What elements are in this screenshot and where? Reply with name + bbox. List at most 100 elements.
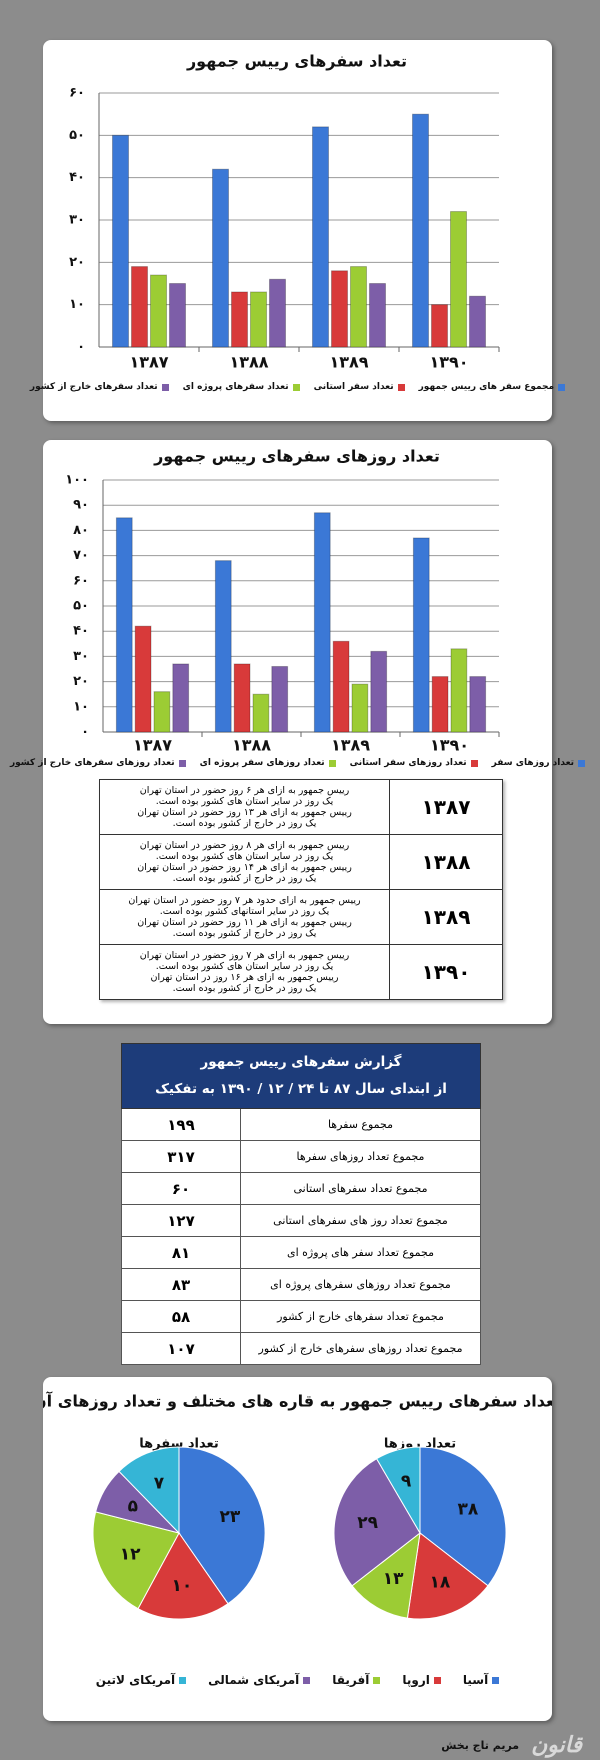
notes-line: یک روز در خارج از کشور بوده است.	[172, 873, 317, 884]
y-tick-label: ۵۰	[73, 599, 89, 614]
legend-swatch	[578, 759, 586, 767]
x-tick-label: ۱۳۹۰	[430, 736, 469, 755]
legend-label: تعداد روزهای سفر استانی	[349, 758, 467, 768]
legend-label: تعداد سفرهای پروژه ای	[182, 382, 289, 392]
bar	[131, 266, 148, 348]
legend-swatch	[470, 759, 478, 767]
logo: قانون	[531, 1733, 582, 1758]
bar	[412, 113, 429, 348]
notes-year: ۱۳۸۹	[389, 889, 503, 945]
x-tick-label: ۱۳۸۸	[229, 353, 268, 372]
bar	[269, 278, 286, 348]
pie-slice	[178, 1446, 266, 1605]
y-tick-label: ۳۰	[73, 649, 89, 664]
summary-value: ۱۰۷	[121, 1332, 241, 1365]
pie-subtitle: تعداد روزها	[384, 1437, 456, 1452]
y-tick-label: ۸۰	[73, 523, 89, 538]
bar	[172, 663, 190, 733]
summary-label: مجموع تعداد روز های سفرهای استانی	[240, 1204, 481, 1237]
summary-value: ۸۳	[121, 1268, 241, 1301]
notes-line: یک روز در خارج از کشور بوده است.	[172, 928, 317, 939]
legend-item: تعداد روزهای سفر	[492, 758, 586, 768]
slice-label: ۳۸	[458, 1500, 479, 1520]
bar	[331, 270, 348, 348]
bar	[150, 274, 167, 348]
notes-table: ۱۳۸۷ رییس جمهور به ازای هر ۶ روز حضور در …	[99, 779, 503, 1000]
legend-item: تعداد سفرهای پروژه ای	[183, 382, 300, 392]
notes-line: رییس جمهور به ازای هر ۱۳ روز حضور در است…	[137, 807, 352, 818]
x-tick-label: ۱۳۸۹	[331, 736, 370, 755]
notes-line: رییس جمهور به ازای حدود هر ۷ روز حضور در…	[128, 895, 361, 906]
notes-year: ۱۳۹۰	[389, 944, 503, 1000]
author: مریم تاج بخش	[441, 1739, 520, 1752]
notes-line: یک روز در سایر استان های کشور بوده است.	[155, 851, 334, 862]
summary-row: مجموع تعداد روزهای سفرهای پروژه ای ۸۳	[121, 1268, 481, 1301]
y-tick-label: ۴۰	[73, 624, 89, 639]
summary-label: مجموع تعداد روزهای سفرهای خارج از کشور	[240, 1332, 481, 1365]
summary-header: گزارش سفرهای رییس جمهور از ابتدای سال ۸۷…	[121, 1043, 481, 1109]
bar	[450, 648, 468, 733]
x-tick-label: ۱۳۹۰	[429, 353, 468, 372]
y-tick-label: ۹۰	[73, 498, 89, 513]
panel: تعداد روزهای سفرهای رییس جمهور ٠ ۱۰ ۲۰ ۳۰ ۴۰ ۵…	[10, 440, 586, 1024]
bar	[212, 168, 229, 348]
x-tick-label: ۱۳۸۷	[133, 736, 172, 755]
notes-line: یک روز در خارج از کشور بوده است.	[172, 818, 317, 829]
bar	[469, 676, 487, 733]
summary-label: مجموع تعداد روزهای سفرهای پروژه ای	[240, 1268, 481, 1301]
notes-text: رییس جمهور به ازای حدود هر ۷ روز حضور در…	[99, 889, 390, 945]
summary-title: گزارش سفرهای رییس جمهور	[200, 1054, 402, 1070]
bar	[312, 126, 329, 348]
bar	[252, 693, 270, 733]
bar	[134, 625, 152, 733]
notes-line: رییس جمهور به ازای هر ۱۴ روز حضور در است…	[137, 862, 352, 873]
x-tick-label: ۱۳۸۷	[129, 353, 168, 372]
bar	[469, 295, 486, 348]
pie-slice	[375, 1446, 421, 1535]
legend-swatch	[178, 759, 186, 767]
legend-swatch	[433, 1676, 441, 1684]
notes-line: رییس جمهور به ازای هر ۶ روز حضور در استا…	[139, 785, 350, 796]
y-tick-label: ٠	[77, 340, 85, 355]
notes-row: ۱۳۹۰ رییس جمهور به ازای هر ۷ روز حضور در …	[99, 944, 503, 1000]
legend: مجموع سفر های رییس جمهور تعداد سفر استانی…	[30, 382, 566, 392]
chart-title: تعداد سفرهای رییس جمهور به قاره های مختل…	[43, 1391, 552, 1411]
legend-label: آفریقا	[332, 1673, 370, 1687]
notes-row: ۱۳۸۸ رییس جمهور به ازای هر ۸ روز حضور در …	[99, 834, 503, 890]
panel: تعداد سفرهای رییس جمهور به قاره های مختل…	[33, 1377, 561, 1721]
slice-label: ۱۰	[172, 1576, 193, 1596]
legend-swatch	[179, 1676, 187, 1684]
summary-value: ۳۱۷	[121, 1140, 241, 1173]
notes-line: یک روز در سایر استان های کشور بوده است.	[155, 796, 334, 807]
summary-row: مجموع تعداد سفر های پروژه ای ۸۱	[121, 1236, 481, 1269]
legend-item: آمریکای شمالی	[208, 1673, 311, 1687]
legend-label: آمریکای لاتین	[95, 1673, 176, 1687]
notes-line: رییس جمهور به ازای هر ۱۱ روز حضور در است…	[137, 917, 352, 928]
chart-title: تعداد روزهای سفرهای رییس جمهور	[153, 447, 440, 466]
pie-subtitle: تعداد سفرها	[139, 1437, 219, 1452]
legend-label: تعداد سفرهای خارج از کشور	[29, 382, 158, 392]
legend-item: تعداد روزهای سفرهای خارج از کشور	[10, 758, 186, 768]
legend-label: تعداد روزهای سفر پروژه ای	[199, 758, 325, 768]
legend-label: مجموع سفر های رییس جمهور	[418, 382, 555, 392]
x-tick-label: ۱۳۸۹	[329, 353, 368, 372]
y-tick-label: ۴۰	[69, 170, 85, 185]
y-tick-label: ۵۰	[69, 128, 85, 143]
slice-label: ۱۳	[383, 1569, 404, 1589]
summary-row: مجموع تعداد سفرهای استانی ۶۰	[121, 1172, 481, 1205]
bar	[233, 663, 251, 733]
notes-text: رییس جمهور به ازای هر ۶ روز حضور در استا…	[99, 779, 390, 835]
slice-label: ۱۲	[120, 1544, 141, 1564]
legend-item: آسیا	[462, 1673, 500, 1687]
legend-swatch	[292, 383, 300, 391]
notes-row: ۱۳۸۹ رییس جمهور به ازای حدود هر ۷ روز حضو…	[99, 889, 503, 945]
bar	[250, 291, 267, 348]
summary-value: ۵۸	[121, 1300, 241, 1333]
notes-line: یک روز در خارج از کشور بوده است.	[172, 983, 317, 994]
bar	[431, 304, 448, 348]
legend-swatch	[161, 383, 169, 391]
summary-row: مجموع تعداد روزهای سفرهای خارج از کشور ۱۰…	[121, 1332, 481, 1365]
legend-label: آسیا	[462, 1673, 489, 1687]
summary-row: مجموع تعداد سفرهای خارج از کشور ۵۸	[121, 1300, 481, 1333]
